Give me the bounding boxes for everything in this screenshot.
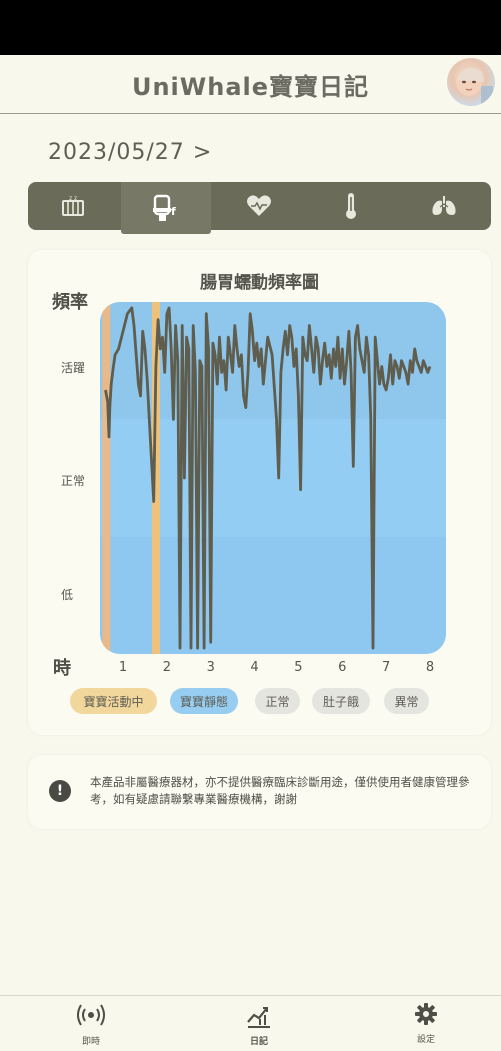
tab-digestion[interactable]: f — [121, 182, 211, 234]
diaper-icon: f — [153, 194, 176, 221]
tab-breathing[interactable] — [399, 182, 489, 230]
nav-diary-label: 日記 — [249, 1037, 268, 1047]
y-tick-low: 低 — [61, 588, 74, 602]
tab-sleep[interactable]: z z — [28, 182, 118, 230]
chart-title: 腸胃蠕動頻率圖 — [200, 273, 319, 293]
legend-abnormal[interactable]: 異常 — [384, 688, 429, 714]
tab-temperature[interactable] — [306, 182, 396, 230]
date-value: 2023/05/27 — [48, 140, 185, 165]
avatar[interactable] — [447, 58, 495, 106]
realtime-icon — [77, 1004, 105, 1026]
legend-hungry[interactable]: 肚子餓 — [312, 688, 370, 714]
x-tick-label: 5 — [294, 660, 303, 675]
x-tick-label: 2 — [162, 660, 171, 675]
x-tick-label: 3 — [206, 660, 215, 675]
settings-icon — [415, 1003, 437, 1025]
baby-avatar-icon — [456, 67, 493, 104]
legend-normal[interactable]: 正常 — [255, 688, 300, 714]
active-period-band — [102, 302, 111, 654]
svg-text:z z: z z — [69, 195, 77, 202]
crib-icon: z z — [62, 195, 84, 216]
app-header: UniWhale寶寶日記 — [0, 55, 501, 113]
y-axis-label: 頻率 — [52, 292, 88, 313]
svg-text:f: f — [171, 205, 176, 218]
x-tick-label: 7 — [382, 660, 391, 675]
diary-icon — [247, 1007, 270, 1028]
y-tick-normal: 正常 — [61, 474, 86, 488]
legend-abnormal-label: 異常 — [394, 694, 419, 709]
date-selector[interactable]: 2023/05/27 > — [48, 140, 212, 165]
nav-realtime-label: 即時 — [81, 1037, 100, 1047]
bottom-nav-divider — [0, 995, 501, 996]
legend-normal-label: 正常 — [265, 694, 290, 709]
bottom-nav: 即時 日記 設定 — [0, 996, 501, 1051]
series-line — [104, 306, 432, 650]
x-axis-label: 時 — [53, 658, 71, 679]
x-tick-label: 6 — [338, 660, 347, 675]
x-tick-label: 1 — [118, 660, 128, 675]
header-divider — [0, 113, 501, 114]
x-tick-label: 8 — [425, 660, 435, 675]
heart-rate-icon — [247, 195, 271, 216]
x-tick-label: 4 — [250, 660, 259, 675]
disclaimer-text: 本產品非屬醫療器材，亦不提供醫療臨床診斷用途，僅供使用者健康管理參考，如有疑慮請… — [90, 775, 470, 806]
nav-settings-label: 設定 — [416, 1035, 435, 1045]
disclaimer-card: ! 本產品非屬醫療器材，亦不提供醫療臨床診斷用途，僅供使用者健康管理參考，如有疑… — [28, 755, 491, 829]
thermometer-icon — [346, 193, 356, 219]
chart-card: 腸胃蠕動頻率圖 頻率 活躍 正常 低 時 1 2 3 4 5 6 7 8 寶寶活動中 寶寶靜態… — [28, 250, 491, 735]
active-period-band — [151, 302, 160, 654]
legend-active[interactable]: 寶寶活動中 — [70, 688, 157, 714]
app-title: UniWhale寶寶日記 — [131, 73, 370, 101]
nav-settings[interactable]: 設定 — [391, 1002, 461, 1045]
legend-resting[interactable]: 寶寶靜態 — [170, 688, 238, 714]
y-tick-active: 活躍 — [61, 361, 86, 375]
legend-resting-label: 寶寶靜態 — [179, 694, 228, 709]
legend-hungry-label: 肚子餓 — [322, 694, 359, 709]
legend-active-label: 寶寶活動中 — [83, 694, 144, 709]
chart-plot — [100, 302, 446, 654]
status-bar — [0, 0, 501, 55]
tab-heart[interactable] — [214, 182, 304, 230]
category-tabs: z z f — [28, 182, 491, 234]
nav-diary[interactable]: 日記 — [224, 1002, 294, 1047]
date-next-arrow[interactable]: > — [192, 140, 213, 165]
exclamation-icon: ! — [49, 780, 71, 802]
lungs-icon — [432, 196, 456, 215]
nav-realtime[interactable]: 即時 — [56, 1002, 126, 1047]
